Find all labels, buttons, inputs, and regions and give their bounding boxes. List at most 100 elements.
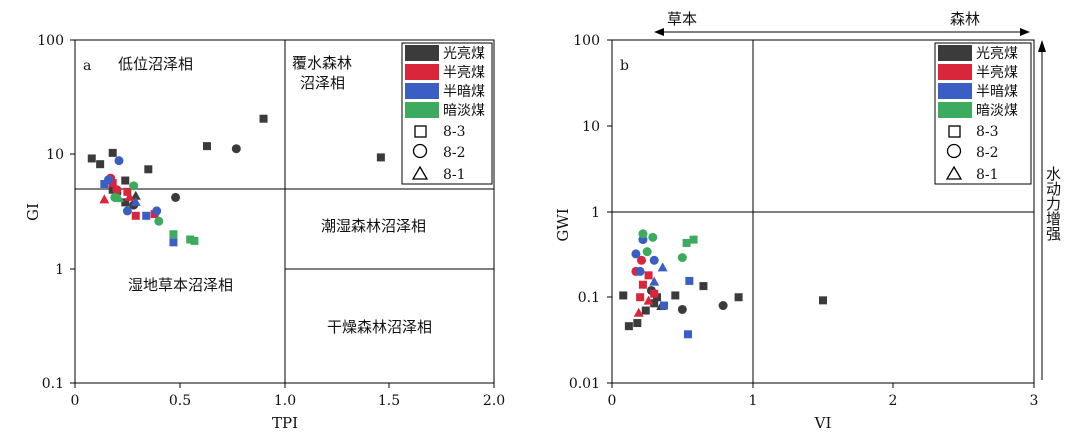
panel-a-point-s0-square-1: [96, 160, 105, 169]
panel-b-point-s0-circle-10: [677, 304, 687, 314]
legend-a-swatch-dull: [405, 102, 439, 118]
panel-a-point-s0-square-5: [259, 114, 268, 123]
panel-a-point-s3-square-0: [169, 230, 178, 239]
panel-b-point-s0-square-0: [619, 291, 628, 300]
panel-a-point-s0-circle-11: [231, 144, 241, 154]
panel-a-point-s1-square-2: [131, 211, 140, 220]
panel-a-point-s1-circle-5: [112, 185, 122, 195]
panel-a-y-axis-title: GI: [24, 203, 42, 221]
arrow-label-forest: 森林: [950, 10, 980, 28]
panel-a-point-s2-square-0: [100, 180, 109, 189]
panel-b-point-s1-square-1: [636, 293, 645, 302]
panel-b-point-s1-triangle-6: [633, 307, 644, 317]
legend-b-square-icon: [948, 125, 961, 138]
panel-a-point-s0-square-6: [376, 153, 385, 162]
panel-b-point-s1-square-0: [638, 280, 647, 289]
legend-b-label-semibright: 半亮煤: [976, 64, 1018, 81]
panel-b-ytick-0: 0.01: [569, 376, 600, 392]
panel-a-point-s2-circle-4: [122, 206, 132, 216]
panel-b-letter: b: [620, 58, 629, 74]
panel-b-point-s0-circle-11: [718, 301, 728, 311]
legend-a-swatch-semibright: [405, 64, 439, 80]
panel-a-legend: 光亮煤 半亮煤 半暗煤 暗淡煤 8-3 8-2 8-1: [401, 42, 493, 185]
panel-b-point-s1-circle-5: [637, 255, 647, 265]
panel-b-point-s0-square-3: [641, 306, 650, 315]
panel-a-point-s2-circle-5: [104, 175, 114, 185]
panel-b-point-s2-circle-3: [631, 249, 641, 259]
panel-a-point-s0-triangle-14: [130, 190, 141, 200]
panel-a-tick-marks: [70, 39, 495, 388]
legend-b-label-8-1: 8-1: [976, 167, 999, 183]
legend-b-label-8-3: 8-3: [976, 124, 999, 140]
legend-b-swatch-dull: [938, 102, 972, 118]
panel-a-letter: a: [83, 58, 91, 74]
legend-a-triangle-icon: [411, 165, 429, 180]
zone-inundated-forest-1: 覆水森林: [292, 54, 352, 72]
legend-b-circle-icon: [946, 143, 962, 159]
panel-a-point-s1-triangle-6: [99, 194, 110, 204]
panel-b-x-axis-title: VI: [814, 414, 832, 432]
legend-a-label-semidull: 半暗煤: [443, 84, 485, 100]
panel-a-point-s2-triangle-7: [130, 196, 141, 206]
legend-b-swatch-semibright: [938, 64, 972, 80]
panel-b-point-s3-circle-2: [638, 229, 648, 239]
legend-b-swatch-bright: [938, 45, 972, 61]
panel-a-ytick-3: 100: [37, 33, 64, 49]
panel-a-xtick-1: 0.5: [169, 393, 191, 409]
panel-b-xtick-2: 2: [889, 393, 898, 409]
panel-a-ytick-1: 1: [55, 262, 64, 278]
panel-b-point-s0-square-8: [819, 296, 827, 305]
hydrodynamic-label: 水动力增强: [1044, 166, 1062, 242]
panel-b-point-s2-circle-5: [649, 255, 659, 265]
zone-low-moor: 低位沼泽相: [118, 55, 193, 73]
legend-a-square-icon: [414, 125, 427, 138]
panel-a-point-s3-square-2: [190, 236, 199, 245]
top-double-arrow: [654, 28, 1030, 36]
legend-b-label-8-2: 8-2: [976, 145, 999, 161]
legend-a-swatch-bright: [405, 45, 439, 61]
panel-b-xtick-1: 1: [749, 393, 758, 409]
panel-b-point-s3-circle-4: [677, 253, 687, 263]
panel-b-ytick-1: 0.1: [578, 290, 600, 306]
zone-wet-herbaceous: 湿地草本沼泽相: [128, 276, 233, 294]
arrow-label-herbaceous: 草本: [667, 10, 697, 28]
panel-a-point-s2-circle-6: [152, 206, 162, 216]
panel-b-tick-marks: [607, 39, 1035, 388]
legend-a-circle-icon: [412, 143, 428, 159]
zone-inundated-forest-2: 沼泽相: [300, 74, 345, 92]
panel-a-point-s3-circle-3: [129, 181, 139, 191]
panel-a-point-s0-square-9: [121, 198, 130, 207]
panel-a-point-s0-square-0: [87, 154, 96, 163]
panel-a-point-s0-square-4: [202, 142, 211, 151]
panel-b-vi-gwi: 0 1 2 3 0.01 0.1 1 10 100 VI GWI b 草本 森林: [554, 10, 1062, 432]
panel-b-point-s2-square-2: [660, 301, 669, 310]
panel-b-point-s2-triangle-7: [657, 262, 668, 272]
legend-b-label-semidull: 半暗煤: [976, 84, 1018, 100]
panel-b-point-s1-square-2: [644, 271, 653, 280]
panel-b-point-s0-square-1: [624, 322, 633, 331]
panel-b-point-s2-square-1: [683, 330, 692, 339]
panel-a-point-s3-square-1: [186, 235, 195, 244]
panel-a-tpi-gi: 0 0.5 1.0 1.5 2.0 0.1 1 10 100 TPI GI a …: [24, 33, 505, 432]
panel-a-ytick-0: 0.1: [42, 376, 64, 392]
panel-a-point-s1-triangle-7: [124, 191, 135, 201]
legend-b-triangle-icon: [945, 165, 963, 180]
panel-a-data-points: [87, 114, 385, 247]
panel-b-point-s1-triangle-7: [643, 295, 654, 305]
panel-a-ytick-2: 10: [46, 147, 64, 163]
panel-b-ytick-2: 1: [591, 205, 600, 221]
panel-b-data-points: [619, 229, 827, 339]
legend-a-swatch-semidull: [405, 83, 439, 99]
panel-a-point-s1-square-0: [108, 179, 117, 188]
panel-b-xtick-0: 0: [608, 393, 617, 409]
legend-b-label-bright: 光亮煤: [976, 45, 1018, 62]
panel-b-ytick-3: 10: [582, 119, 600, 135]
panel-b-point-s3-square-1: [689, 235, 698, 244]
panel-b-point-s0-square-6: [699, 282, 708, 291]
panel-a-xtick-2: 1.0: [274, 393, 296, 409]
panel-b-point-s0-square-2: [633, 319, 642, 328]
legend-a-label-8-3: 8-3: [443, 124, 466, 140]
panel-b-ytick-4: 100: [573, 33, 600, 49]
legend-a-label-bright: 光亮煤: [443, 45, 485, 62]
panel-b-point-s3-circle-3: [648, 232, 658, 242]
